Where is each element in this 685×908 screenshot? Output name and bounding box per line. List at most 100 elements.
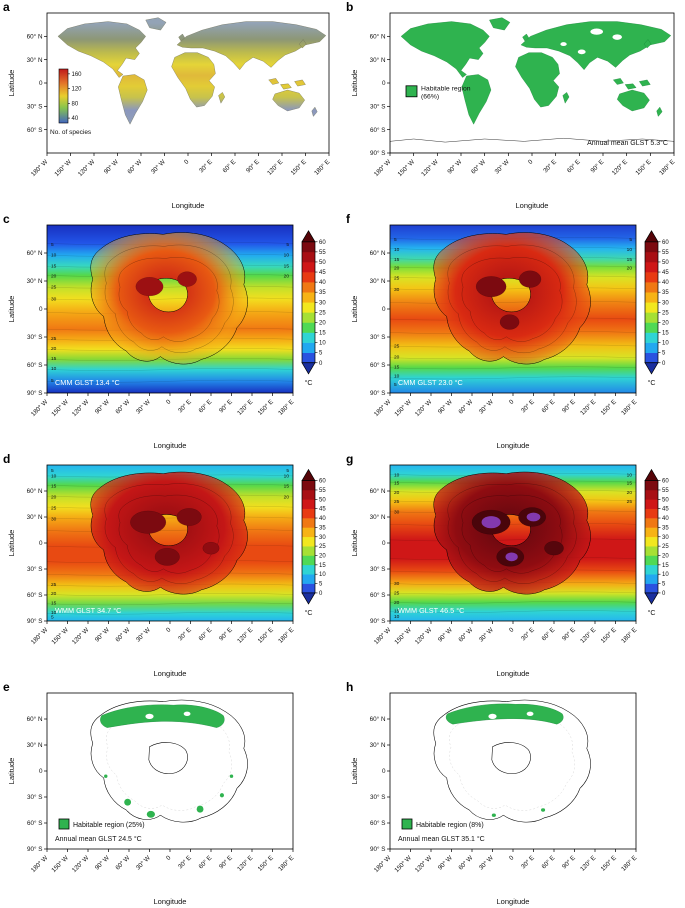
colorbar-tick-label: 0	[319, 591, 323, 597]
supercontinent-outline	[434, 472, 591, 594]
habitable-region-shape	[515, 53, 559, 107]
x-tick-label: 150° E	[634, 158, 653, 177]
continent-shape	[118, 74, 147, 124]
contour-label: 10	[51, 473, 57, 479]
y-axis-title: Latitude	[350, 758, 359, 785]
x-tick-label: 90° W	[436, 626, 454, 644]
contour-label: 5	[286, 468, 289, 474]
colorbar-tick-label: 30	[319, 300, 326, 306]
y-tick-label: 90° S	[370, 617, 385, 625]
x-tick-label: 30° W	[134, 626, 152, 644]
x-tick-label: 0	[508, 398, 516, 406]
x-tick-label: 150° W	[50, 398, 70, 418]
y-tick-label: 60° N	[370, 33, 386, 41]
x-tick-label: 180° W	[29, 626, 49, 646]
panel-letter: e	[3, 680, 10, 694]
colorbar-tick-label: 45	[319, 270, 326, 276]
habitable-region-shape	[491, 813, 496, 817]
y-tick-label: 30° S	[370, 565, 385, 573]
contour-label: 15	[51, 601, 57, 607]
y-tick-label: 90° S	[370, 149, 385, 157]
contour-label: 5	[286, 242, 289, 248]
contour-label: 15	[51, 264, 57, 270]
colorbar-tick-label: 60	[662, 240, 669, 246]
glst-annotation: Annual mean GLST 24.5 °C	[55, 835, 142, 843]
contour-label: 30	[51, 296, 57, 302]
habitable-region-shape	[229, 774, 234, 778]
contour-label: 25	[394, 590, 400, 596]
continent-shape	[312, 107, 317, 116]
colorbar-segment	[645, 302, 658, 313]
y-tick-label: 30° N	[27, 277, 43, 285]
contour-label: 10	[284, 473, 290, 479]
supercontinent-outline	[91, 472, 248, 594]
x-tick-label: 30° E	[519, 398, 536, 415]
panel-letter: c	[3, 212, 10, 226]
x-tick-label: 60° E	[197, 854, 214, 871]
x-tick-label: 120° E	[610, 158, 629, 177]
contour-ring	[105, 245, 234, 353]
y-axis-title: Latitude	[350, 530, 359, 557]
habitable-region-shape	[124, 798, 132, 806]
hot-core	[130, 511, 166, 534]
x-tick-label: 60° W	[126, 158, 144, 176]
contour-label: 10	[394, 473, 400, 479]
glst-annotation: Annual mean GLST 35.1 °C	[398, 835, 485, 843]
habitable-region-shape	[523, 34, 529, 41]
x-tick-label: 60° E	[197, 398, 214, 415]
panel-letter: h	[346, 680, 353, 694]
colorbar-tick-label: 25	[662, 310, 669, 316]
contour-label: 5	[51, 615, 54, 621]
contour-label: 25	[394, 275, 400, 281]
colorbar-segment	[302, 583, 315, 594]
colorbar-tick-label: 5	[662, 582, 666, 588]
contour-label: 15	[51, 356, 57, 362]
panel-a: 160 120 80 40 No. of species a 60° N 30° N 0 30° …	[1, 0, 341, 212]
colorbar-tick-label: 55	[319, 250, 326, 256]
x-tick-label: 180° E	[657, 158, 676, 177]
x-tick-label: 30° W	[477, 398, 495, 416]
contour-label: 20	[394, 354, 400, 360]
colorbar-tick-label: 0	[319, 361, 323, 367]
habitable-region-shape	[617, 90, 649, 111]
x-axis-title: Longitude	[497, 669, 530, 678]
colorbar-segment	[645, 322, 658, 333]
contour-label: 20	[627, 265, 633, 271]
x-tick-label: 150° E	[256, 398, 275, 417]
colorbar-tick-label: 50	[319, 497, 326, 503]
colorbar-arrow-bottom	[644, 592, 659, 605]
contour-label: 20	[284, 494, 290, 500]
contour-line	[47, 593, 293, 596]
colorbar-segment	[302, 322, 315, 333]
colorbar-segment	[302, 261, 315, 273]
y-tick-label: 90° S	[27, 389, 42, 397]
hot-core	[476, 276, 506, 297]
contour-label: 25	[51, 285, 57, 291]
colorbar-segment	[302, 342, 315, 353]
colorbar-segment	[302, 312, 315, 323]
colorbar-segment	[302, 272, 315, 283]
legend-swatch	[405, 85, 418, 98]
contour-line	[390, 300, 636, 304]
colorbar-tick-label: 0	[662, 361, 666, 367]
x-tick-label: 180° E	[276, 854, 295, 873]
colorbar-tick-label: 35	[662, 525, 669, 531]
panel-h: Habitable region (8%) Annual mean GLST 35…	[344, 680, 684, 908]
colorbar-tick-label: 10	[319, 572, 326, 578]
contour-label: 30	[51, 516, 57, 522]
colorbar-segment	[645, 574, 658, 584]
colorbar-tick-label: 25	[319, 544, 326, 550]
x-tick-label: 150° E	[256, 854, 275, 873]
interior-boundary	[449, 713, 574, 811]
y-tick-label: 30° S	[27, 793, 42, 801]
colorbar-tick-label: 15	[319, 563, 326, 569]
contour-label: 15	[394, 480, 400, 486]
colorbar-tick-label: 160	[72, 72, 83, 78]
glst-annotation: CMM GLST 23.0 °C	[398, 378, 463, 387]
contour-label: 15	[284, 264, 290, 270]
contour-label: 20	[51, 346, 57, 352]
non-habitable-gap	[560, 42, 567, 47]
contour-label: 15	[627, 480, 633, 486]
colorbar-segment	[645, 352, 658, 364]
